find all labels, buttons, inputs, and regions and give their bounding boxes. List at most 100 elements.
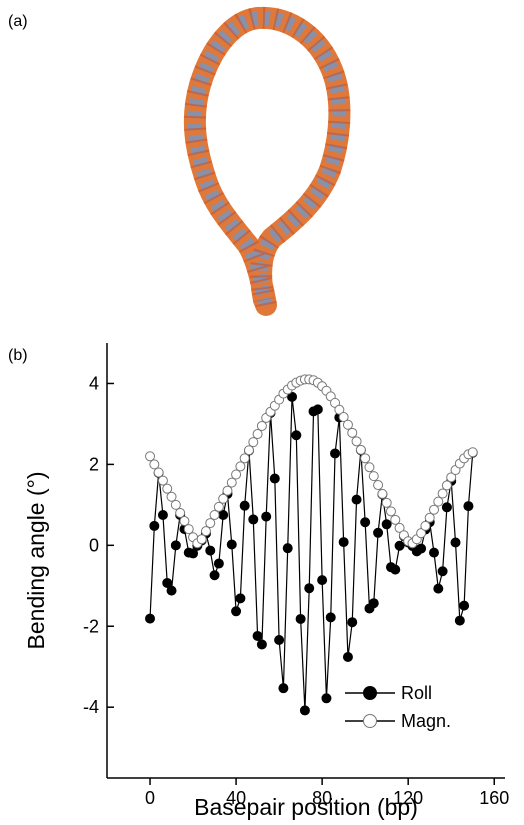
data-point xyxy=(213,558,224,569)
data-point xyxy=(145,613,156,624)
data-point xyxy=(235,593,246,604)
y-tick-label: 4 xyxy=(89,373,99,393)
data-point xyxy=(433,496,444,507)
data-point xyxy=(373,527,384,538)
panel-label: (a) xyxy=(8,13,28,30)
data-point xyxy=(252,429,263,440)
data-point xyxy=(463,501,474,512)
data-point xyxy=(149,520,160,531)
data-point xyxy=(226,539,237,550)
data-point xyxy=(381,519,392,530)
data-point xyxy=(218,509,229,520)
data-point xyxy=(394,522,405,533)
data-point xyxy=(170,499,181,510)
data-point xyxy=(256,639,267,650)
data-point xyxy=(179,516,190,527)
data-point xyxy=(467,447,478,458)
legend-marker xyxy=(363,686,377,700)
data-point xyxy=(377,488,388,499)
data-point xyxy=(368,471,379,482)
data-point xyxy=(450,537,461,548)
data-point xyxy=(416,543,427,554)
y-tick-label: -2 xyxy=(83,616,99,636)
data-point xyxy=(213,501,224,512)
data-point xyxy=(231,606,242,617)
data-point xyxy=(385,506,396,517)
data-point xyxy=(235,461,246,472)
data-point xyxy=(355,444,366,455)
data-point xyxy=(317,575,328,586)
data-point xyxy=(261,511,272,522)
data-point xyxy=(209,509,220,520)
data-point xyxy=(196,534,207,545)
data-point xyxy=(231,469,242,480)
data-point xyxy=(351,436,362,447)
data-point xyxy=(256,420,267,431)
data-point xyxy=(218,493,229,504)
data-point xyxy=(347,617,358,628)
x-tick-label: 160 xyxy=(479,788,509,808)
data-point xyxy=(243,445,254,456)
data-point xyxy=(441,480,452,491)
data-point xyxy=(170,540,181,551)
legend-label: Magn. xyxy=(401,711,451,731)
data-point xyxy=(342,652,353,663)
data-point xyxy=(162,577,173,588)
panel-label: (b) xyxy=(8,347,28,364)
data-point xyxy=(373,480,384,491)
data-point xyxy=(175,507,186,518)
data-point xyxy=(312,404,323,415)
data-point xyxy=(278,683,289,694)
data-point xyxy=(420,520,431,531)
data-point xyxy=(166,585,177,596)
data-point xyxy=(166,491,177,502)
data-point xyxy=(338,537,349,548)
data-point xyxy=(441,502,452,513)
data-point xyxy=(295,613,306,624)
data-point xyxy=(162,483,173,494)
data-point xyxy=(390,514,401,525)
data-point xyxy=(188,548,199,559)
data-point xyxy=(454,615,465,626)
data-point xyxy=(209,570,220,581)
data-point xyxy=(149,459,160,470)
data-point xyxy=(291,430,302,441)
data-point xyxy=(226,477,237,488)
x-tick-label: 40 xyxy=(226,788,246,808)
data-point xyxy=(368,598,379,609)
data-point xyxy=(360,453,371,464)
data-point xyxy=(390,564,401,575)
data-point xyxy=(157,509,168,520)
data-point xyxy=(239,453,250,464)
data-point xyxy=(351,494,362,505)
data-point xyxy=(394,540,405,551)
data-point xyxy=(429,547,440,558)
data-point xyxy=(239,500,250,511)
x-tick-label: 120 xyxy=(393,788,423,808)
data-point xyxy=(433,583,444,594)
data-point xyxy=(446,472,457,483)
x-tick-label: 80 xyxy=(312,788,332,808)
data-point xyxy=(334,404,345,415)
data-point xyxy=(338,412,349,423)
legend-marker xyxy=(363,714,377,728)
data-point xyxy=(274,635,285,646)
data-point xyxy=(252,630,263,641)
data-point xyxy=(287,391,298,402)
data-point xyxy=(153,467,164,478)
data-point xyxy=(342,419,353,430)
data-point xyxy=(248,514,259,525)
data-point xyxy=(282,543,293,554)
y-tick-label: 2 xyxy=(89,454,99,474)
data-point xyxy=(325,612,336,623)
data-point xyxy=(248,437,259,448)
y-tick-label: -4 xyxy=(83,697,99,717)
data-point xyxy=(347,427,358,438)
data-point xyxy=(381,497,392,508)
data-point xyxy=(429,504,440,515)
data-point xyxy=(299,705,310,716)
data-point xyxy=(416,528,427,539)
data-point xyxy=(364,462,375,473)
data-point xyxy=(205,545,216,556)
